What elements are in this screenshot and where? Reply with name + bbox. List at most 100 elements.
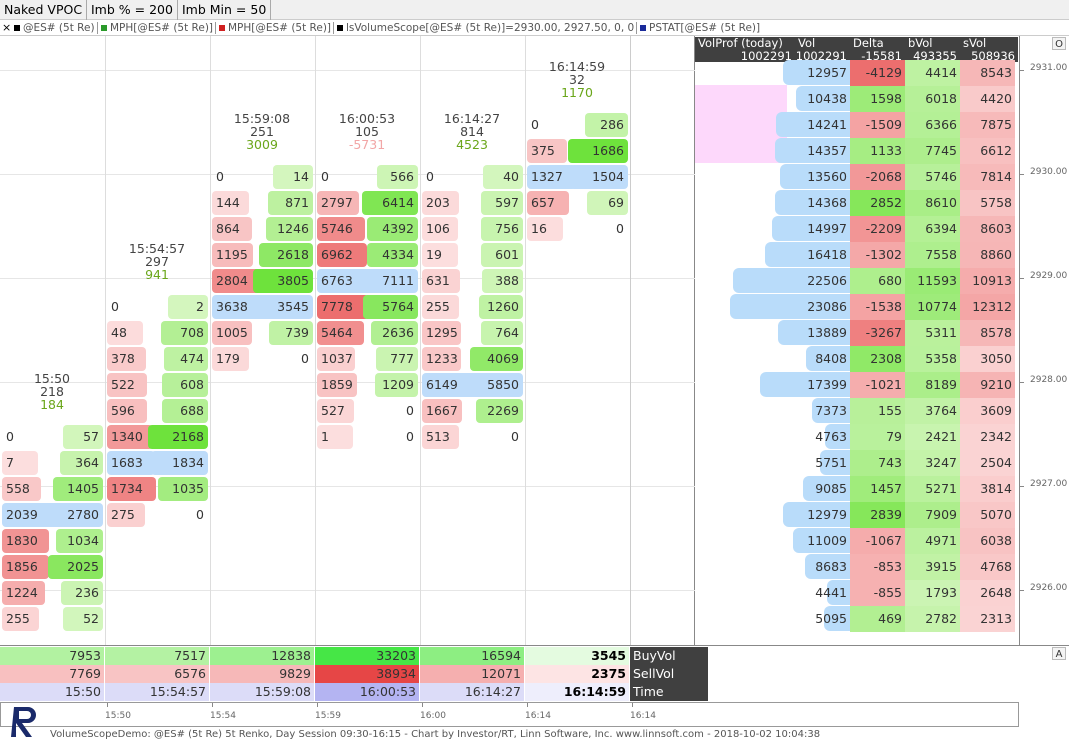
bid-cell: 1224 xyxy=(2,581,46,605)
bid-cell: 203 xyxy=(422,191,459,215)
ask-cell: 871 xyxy=(268,191,313,215)
bid-cell: 255 xyxy=(422,295,459,319)
profile-bar xyxy=(779,164,850,189)
profile-bar xyxy=(777,320,850,345)
legend-strip xyxy=(0,20,1069,36)
profile-bvol: 3915 xyxy=(905,554,960,580)
profile-bvol: 4971 xyxy=(905,528,960,554)
column-separator xyxy=(210,36,211,645)
bar-time: 15:59:08 xyxy=(233,111,291,126)
ask-cell: 7111 xyxy=(359,269,418,293)
time-tick xyxy=(107,703,108,707)
legend-item: @ES# (5t Re) xyxy=(23,22,95,34)
profile-svol: 3050 xyxy=(960,346,1015,372)
ask-cell: 0 xyxy=(406,429,414,444)
bar-count: 218 xyxy=(40,384,64,399)
profile-bvol: 3764 xyxy=(905,398,960,424)
profile-svol: 6612 xyxy=(960,138,1015,164)
profile-total: -15581 xyxy=(850,50,905,62)
toolbar-button[interactable]: Naked VPOC xyxy=(0,0,88,20)
bid-cell: 16 xyxy=(527,217,564,241)
bid-cell: 558 xyxy=(2,477,42,501)
ask-cell: 236 xyxy=(61,581,103,605)
toolbar-button[interactable]: Imb Min = 50 xyxy=(178,0,272,20)
profile-delta: -2209 xyxy=(850,216,905,242)
profile-bar xyxy=(764,242,850,267)
column-separator xyxy=(525,36,526,645)
ask-cell: 4069 xyxy=(469,347,523,371)
profile-bar xyxy=(775,112,850,137)
y-tick-label: 2931.00 xyxy=(1030,63,1068,74)
y-tick-label: 2930.00 xyxy=(1030,167,1068,178)
profile-vol: 8408 xyxy=(815,351,847,366)
ask-cell: 1834 xyxy=(151,451,208,475)
ask-cell: 1686 xyxy=(568,139,628,163)
profile-svol: 9210 xyxy=(960,372,1015,398)
profile-vol: 13560 xyxy=(807,169,847,184)
profile-svol: 7814 xyxy=(960,164,1015,190)
y-tick-label: 2926.00 xyxy=(1030,582,1068,593)
profile-delta: 743 xyxy=(850,450,905,476)
tick-mark xyxy=(1019,382,1024,384)
bid-cell: 0 xyxy=(6,429,14,444)
profile-delta: 1133 xyxy=(850,138,905,164)
toolbar-button[interactable]: Imb % = 200 xyxy=(87,0,178,20)
legend-swatch xyxy=(14,25,20,31)
bid-cell: 2039 xyxy=(2,503,50,527)
stat-cell: 15:59:08 xyxy=(210,683,315,701)
ask-cell: 3545 xyxy=(254,295,313,319)
profile-vol: 14241 xyxy=(807,117,847,132)
profile-bar xyxy=(826,580,850,605)
profile-bvol: 4414 xyxy=(905,60,960,86)
ask-cell: 2618 xyxy=(259,243,313,267)
y-tick-label: 2927.00 xyxy=(1030,478,1068,489)
ask-cell: 601 xyxy=(481,243,523,267)
ask-cell: 1246 xyxy=(266,217,313,241)
ask-cell: 1405 xyxy=(52,477,103,501)
corner-button[interactable]: O xyxy=(1052,37,1066,50)
profile-svol: 3609 xyxy=(960,398,1015,424)
legend-swatch xyxy=(337,25,343,31)
ask-cell: 0 xyxy=(301,351,309,366)
column-separator xyxy=(315,36,316,645)
corner-button[interactable]: A xyxy=(1052,647,1066,660)
axis-divider xyxy=(1019,36,1020,646)
profile-svol: 7875 xyxy=(960,112,1015,138)
profile-vol: 17399 xyxy=(807,377,847,392)
profile-vol: 12957 xyxy=(807,65,847,80)
ask-cell: 0 xyxy=(406,403,414,418)
stat-cell: 12838 xyxy=(210,647,315,665)
tick-mark xyxy=(1019,485,1024,487)
profile-svol: 6038 xyxy=(960,528,1015,554)
stat-cell: 12071 xyxy=(420,665,525,683)
profile-delta: 469 xyxy=(850,606,905,632)
bid-cell: 1005 xyxy=(212,321,253,345)
bid-cell: 179 xyxy=(212,347,249,371)
column-separator xyxy=(105,36,106,645)
profile-vol: 5095 xyxy=(815,611,847,626)
bar-delta: 941 xyxy=(145,267,169,282)
bar-delta: 184 xyxy=(40,397,64,412)
profile-vol: 5751 xyxy=(815,455,847,470)
profile-delta: 155 xyxy=(850,398,905,424)
bid-cell: 522 xyxy=(107,373,147,397)
legend-swatch xyxy=(219,25,225,31)
profile-vol: 4441 xyxy=(815,585,847,600)
bid-cell: 0 xyxy=(426,169,434,184)
ask-cell: 474 xyxy=(163,347,208,371)
bid-cell: 527 xyxy=(317,399,355,423)
bid-cell: 106 xyxy=(422,217,459,241)
grid-line xyxy=(0,174,695,176)
time-tick xyxy=(527,703,528,707)
bar-delta: 4523 xyxy=(456,137,488,152)
bid-cell: 144 xyxy=(212,191,249,215)
bar-time: 16:14:59 xyxy=(548,59,606,74)
profile-svol: 10913 xyxy=(960,268,1015,294)
legend-item: PSTAT[@ES# (5t Re)] xyxy=(649,22,761,34)
profile-delta: 2852 xyxy=(850,190,905,216)
ask-cell: 566 xyxy=(376,165,418,189)
ask-cell: 708 xyxy=(161,321,208,345)
profile-vol: 14368 xyxy=(807,195,847,210)
bid-cell: 1830 xyxy=(2,529,49,553)
legend-item: lsVolumeScope[@ES# (5t Re)]=2930.00, 292… xyxy=(346,22,635,34)
